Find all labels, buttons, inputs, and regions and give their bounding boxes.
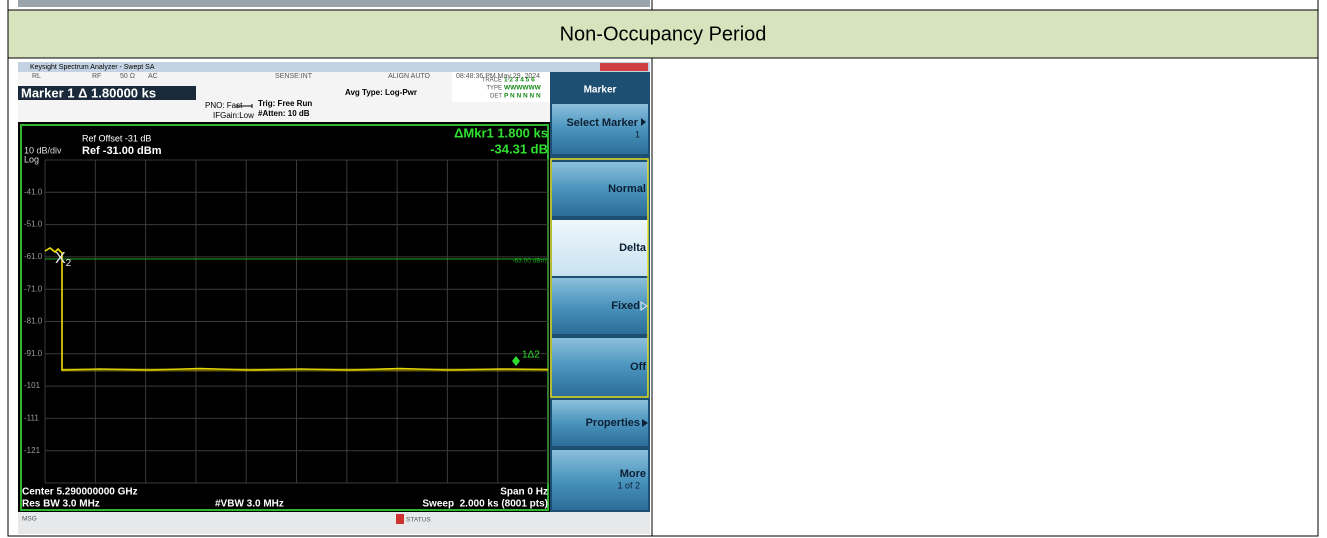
delta-marker: ΔMkr1 1.800 ks <box>454 125 548 140</box>
submenu-arrow <box>642 419 648 427</box>
softkey-sub: 1 of 2 <box>617 480 640 490</box>
selection-group <box>550 158 649 398</box>
previous-image-edge <box>18 0 650 7</box>
delta-marker-label: 1Δ2 <box>522 350 540 361</box>
trace-info-label: TRACE <box>482 78 502 84</box>
softkey-sub: 1 <box>635 129 640 139</box>
y-axis-label: -41.0 <box>24 187 43 196</box>
window-buttons <box>600 63 648 71</box>
softkey <box>552 162 648 216</box>
trace-info-label: DET <box>490 94 502 100</box>
y-axis-label: -111 <box>24 414 39 423</box>
ref-offset: Ref Offset -31 dB <box>82 133 151 143</box>
window-titlebar <box>18 62 650 72</box>
fixed-marker: X2 <box>55 250 72 268</box>
status-text: AC <box>148 73 158 80</box>
softkey-label: Fixed <box>611 300 640 312</box>
status-icon <box>396 514 404 524</box>
softkey-label: More <box>620 468 646 480</box>
span: Span 0 Hz <box>500 487 548 498</box>
graticule <box>44 159 549 484</box>
menu-title-bg <box>551 74 649 100</box>
scale-type: Log <box>24 154 39 164</box>
setting: IFGain:Low <box>213 111 254 120</box>
status-text: RL <box>32 73 41 80</box>
marker-symbol: X <box>55 250 66 267</box>
y-axis-label: -81.0 <box>24 317 43 326</box>
option-arrow <box>640 301 648 311</box>
status-text: ALIGN AUTO <box>388 73 430 80</box>
status-text: SENSE:INT <box>275 73 313 80</box>
softkey <box>552 450 648 510</box>
y-axis-label: -61.0 <box>24 252 43 261</box>
menu-title: Marker <box>584 85 617 96</box>
status-text: 08:48:36 PM May 29, 2024 <box>456 73 540 80</box>
softkey-label: Normal <box>608 183 646 195</box>
scale: 10 dB/div <box>24 145 62 155</box>
msg: MSG <box>22 516 37 523</box>
display <box>18 122 550 512</box>
setting: Avg Type: Log-Pwr <box>345 88 417 97</box>
section-title: Non-Occupancy Period <box>560 23 767 45</box>
softkey <box>552 400 648 446</box>
softkey-label: Select Marker <box>566 117 638 129</box>
status-text: 50 Ω <box>120 73 135 80</box>
softkey <box>552 104 648 154</box>
trace-info-value: WWWWWW <box>504 85 542 92</box>
y-axis-label: -121 <box>24 446 41 455</box>
marker-index: 2 <box>66 258 72 269</box>
trace-info-label: TYPE <box>486 86 502 92</box>
window-title: Keysight Spectrum Analyzer - Swept SA <box>30 64 155 71</box>
softkey <box>552 338 648 396</box>
y-axis-label: -91.0 <box>24 349 43 358</box>
marker-bar <box>18 86 196 100</box>
y-axis-label: -101 <box>24 381 41 390</box>
status: STATUS <box>406 517 431 524</box>
delta-marker-symbol <box>512 356 520 366</box>
status-text: RF <box>92 73 101 80</box>
trace-box <box>452 72 550 102</box>
marker-readout: Marker 1 Δ 1.80000 ks <box>21 85 156 100</box>
y-axis-label: -71.0 <box>24 284 43 293</box>
display-line-label: -63.00 dBm <box>512 258 546 265</box>
trace-info-value: 1 2 3 4 5 6 <box>504 77 535 84</box>
res-bw: Res BW 3.0 MHz <box>22 499 100 510</box>
setting: Trig: Free Run <box>258 99 312 108</box>
softkey <box>552 278 648 334</box>
setting: #Atten: 10 dB <box>258 109 310 118</box>
center-freq: Center 5.290000000 GHz <box>22 487 138 498</box>
coupling-arrow <box>236 104 253 108</box>
setting: PNO: Fast <box>205 101 243 110</box>
ref-level: Ref -31.00 dBm <box>82 145 162 157</box>
y-axis-label: -51.0 <box>24 220 43 229</box>
softkey-label: Delta <box>619 242 647 254</box>
submenu-arrow <box>641 118 646 126</box>
softkey-label: Off <box>630 361 646 373</box>
message-bar <box>18 512 650 534</box>
section-header <box>7 9 1319 59</box>
softkey <box>552 220 648 276</box>
delta-value: -34.31 dB <box>490 141 548 156</box>
softkey-label: Properties <box>586 417 640 429</box>
vbw: #VBW 3.0 MHz <box>215 499 284 510</box>
trace-info-value: P N N N N N <box>504 93 541 100</box>
sweep: Sweep 2.000 ks (8001 pts) <box>422 499 548 510</box>
